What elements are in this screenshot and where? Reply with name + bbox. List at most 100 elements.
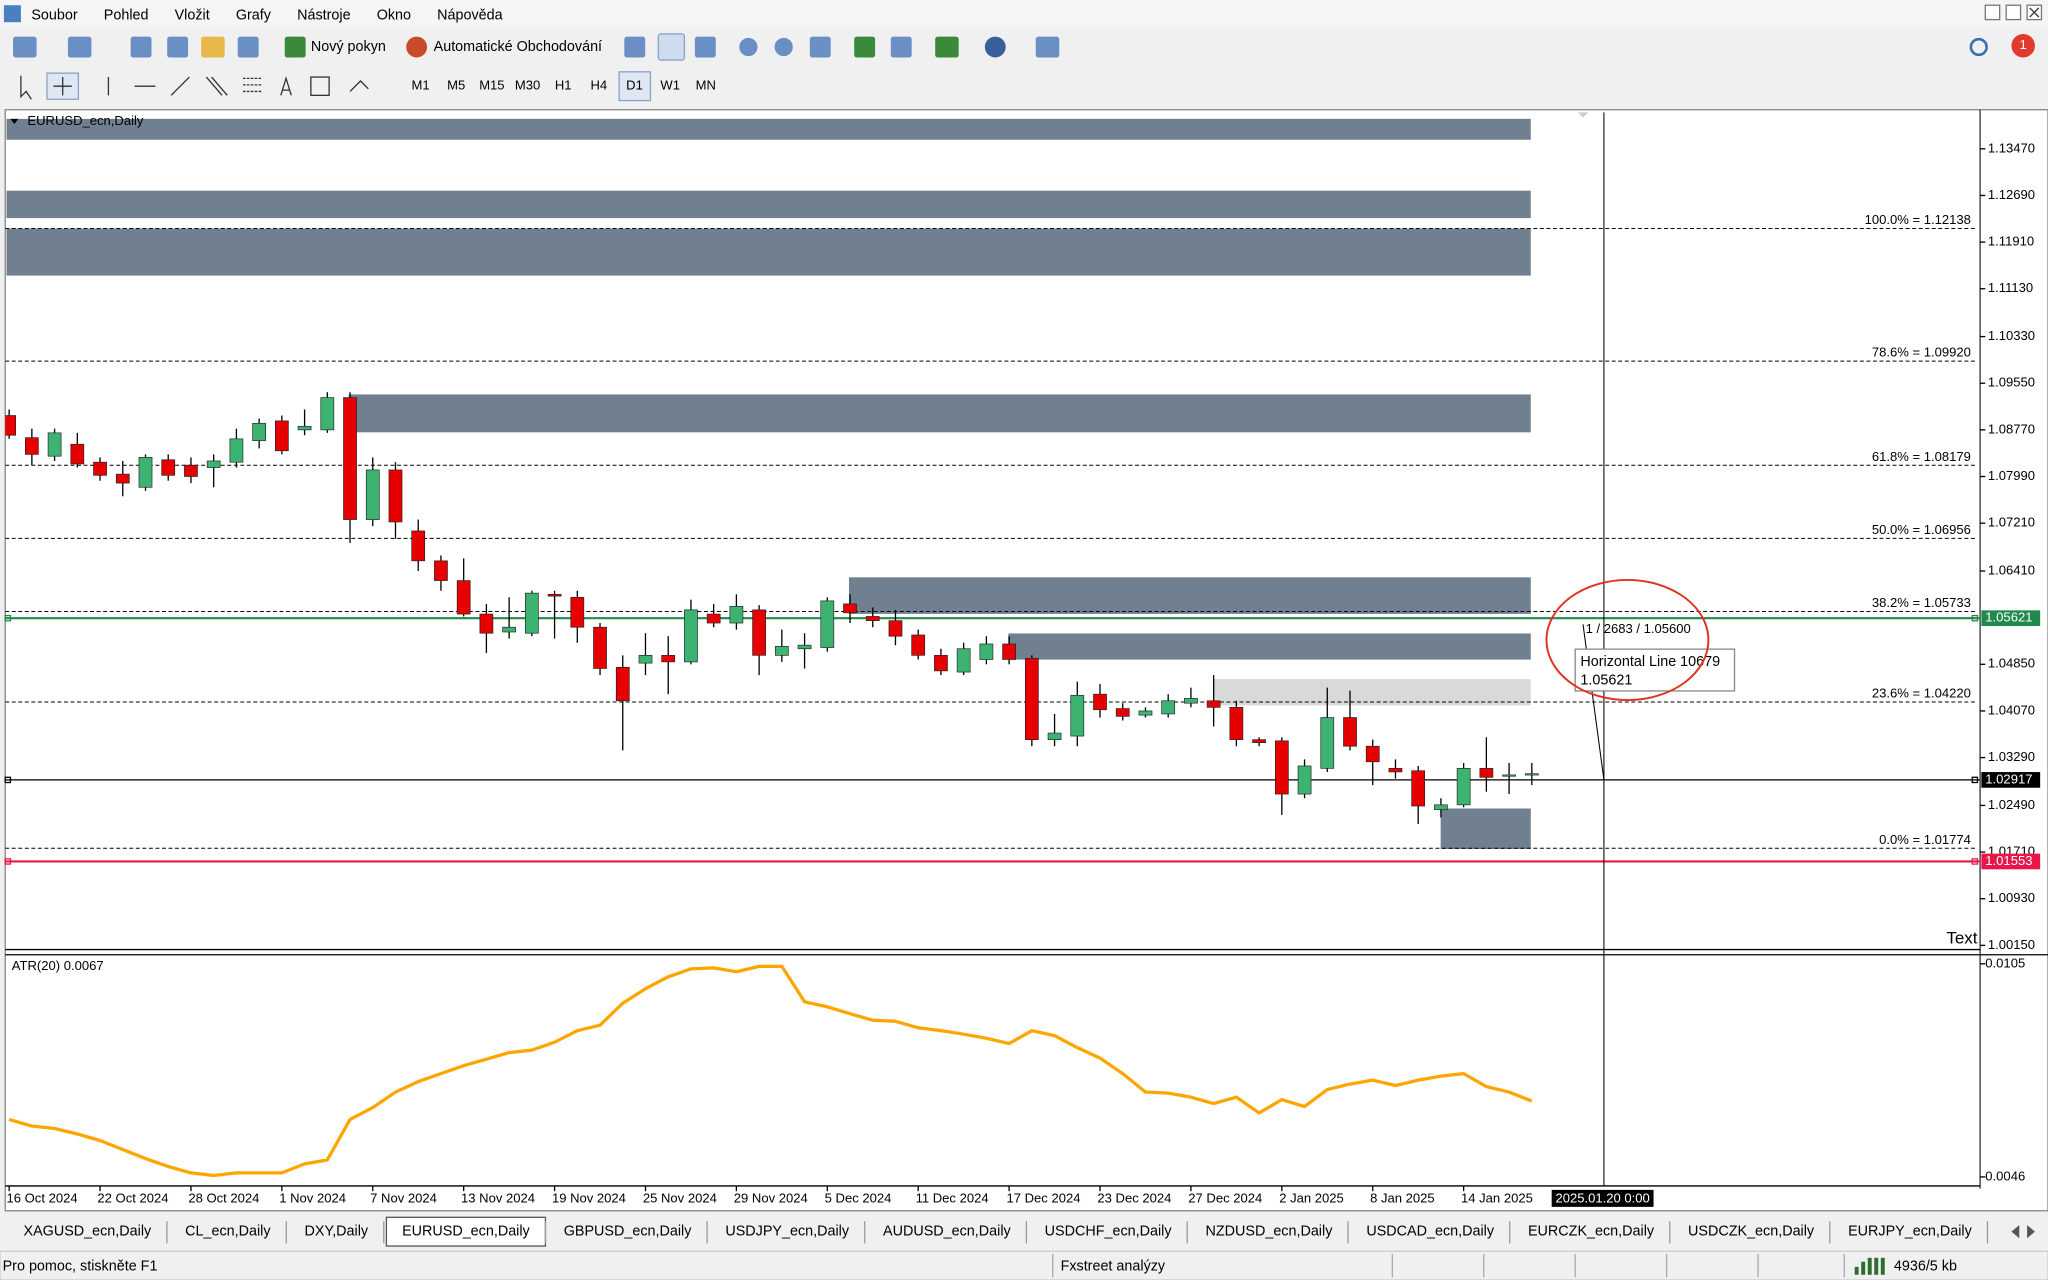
tab[interactable]: USDJPY_ecn,Daily [725,1223,850,1239]
tab-scroll[interactable] [2011,1225,2035,1239]
zoom-out[interactable] [774,37,793,57]
price-label-box [1981,772,2041,788]
candle-body [524,592,539,634]
toolbar-icons [13,33,1060,61]
timeframe-button[interactable]: W1 [660,78,680,93]
tool-button[interactable] [201,36,225,58]
fibo-tool[interactable] [242,77,262,93]
timeframe-button[interactable]: M1 [412,78,430,93]
tab[interactable]: USDCAD_ecn,Daily [1366,1223,1494,1239]
auto-trading-button[interactable]: Automatické Obchodování [434,39,602,55]
tab[interactable]: USDCHF_ecn,Daily [1045,1223,1173,1239]
price-label-box [1981,610,2041,627]
tab-background [1350,1219,1510,1245]
line-handle [1971,614,1979,622]
new-order-icon[interactable] [284,36,306,58]
arrows-tool[interactable] [349,80,369,92]
line-handle [1971,858,1979,865]
notification-badge[interactable] [2011,33,2035,58]
candle-body [388,469,403,523]
indicator-tick-label: 0.0046 [1985,1168,2025,1183]
menu-item[interactable]: Nástroje [297,7,350,23]
tool-button[interactable] [694,36,716,58]
tab[interactable]: EURJPY_ecn,Daily [1848,1223,1973,1239]
x-tick-label: 7 Nov 2024 [370,1190,437,1205]
y-tick-label: 1.08770 [1988,421,2035,436]
tool-button[interactable] [167,36,189,58]
candle-body [1047,732,1062,740]
y-tick-label: 1.06410 [1988,562,2035,577]
menu-item[interactable]: Okno [377,7,411,23]
bar [1861,1261,1866,1275]
candle-body [1456,768,1471,806]
channel-tool[interactable] [205,76,228,96]
zoom-in[interactable] [739,37,758,57]
status-news[interactable]: Fxstreet analýzy [1061,1259,1166,1275]
timeframe-button[interactable]: H1 [555,78,572,93]
tab[interactable]: DXY,Daily [305,1223,369,1239]
auto-trading-icon[interactable] [406,36,428,58]
candle-body [638,654,653,664]
tab[interactable]: XAGUSD_ecn,Daily [24,1223,153,1239]
new-order-button[interactable]: Nový pokyn [311,39,386,55]
timeframe-button[interactable]: M15 [479,78,504,93]
trendline-tool[interactable] [170,76,190,96]
tab-background [1189,1219,1349,1245]
fibo-label: 100.0% = 1.12138 [1865,212,1971,227]
cursor-tool[interactable] [20,75,32,100]
bar [1880,1257,1885,1275]
tab[interactable]: USDCZK_ecn,Daily [1688,1223,1815,1239]
timeframe-button[interactable]: D1 [626,78,643,93]
candle-body [1411,770,1426,807]
candle-body [1138,710,1153,716]
templates[interactable] [1035,36,1060,58]
chart-menu-arrow[interactable] [10,118,19,125]
candle-body [547,594,562,597]
autoscroll[interactable] [854,36,876,58]
tab[interactable]: EURUSD_ecn,Daily [402,1223,530,1239]
tool-button[interactable] [13,36,37,58]
candle-body [729,605,744,624]
menu-item[interactable]: Vložit [175,7,210,23]
timeframe-button[interactable]: M30 [515,78,540,93]
x-tick-label: 29 Nov 2024 [734,1190,808,1205]
minimize-button[interactable] [1984,4,2001,21]
tab[interactable]: GBPUSD_ecn,Daily [564,1223,693,1239]
candle-body [1320,717,1335,769]
tab[interactable]: NZDUSD_ecn,Daily [1206,1223,1334,1239]
candle-body [1002,643,1016,660]
tab-background [1832,1219,1988,1245]
zone [6,118,1531,140]
zone [6,190,1531,219]
tab[interactable]: AUDUSD_ecn,Daily [883,1223,1011,1239]
search-icon[interactable] [1969,37,1988,57]
timeframe-button[interactable]: H4 [591,78,608,93]
tool-button-pressed[interactable] [657,33,686,61]
text-tool[interactable] [280,76,292,96]
x-tick-label: 25 Nov 2024 [643,1190,717,1205]
menu-item[interactable]: Nápověda [437,7,502,23]
periods[interactable] [984,36,1006,58]
tool-button[interactable] [237,36,259,58]
menu-item[interactable]: Grafy [236,7,272,23]
candle-body [229,438,244,463]
restore-button[interactable] [2005,4,2022,21]
candle-body [138,457,153,488]
y-tick-label: 1.11130 [1988,280,2033,295]
tool-button[interactable] [130,36,152,58]
tool-button[interactable] [67,36,92,58]
tile-windows[interactable] [809,36,831,58]
tab[interactable]: EURCZK_ecn,Daily [1528,1223,1655,1239]
tool-button[interactable] [624,36,646,58]
tab-background [1512,1219,1670,1245]
menu-item[interactable]: Soubor [31,7,78,23]
label-tool[interactable] [310,76,330,96]
menu-item[interactable]: Pohled [104,7,149,23]
candle-body [934,654,948,672]
tab[interactable]: CL_ecn,Daily [185,1223,271,1239]
chart-shift[interactable] [890,36,912,58]
indicators[interactable] [935,36,959,58]
timeframe-button[interactable]: MN [696,78,716,93]
timeframe-button[interactable]: M5 [447,78,465,93]
